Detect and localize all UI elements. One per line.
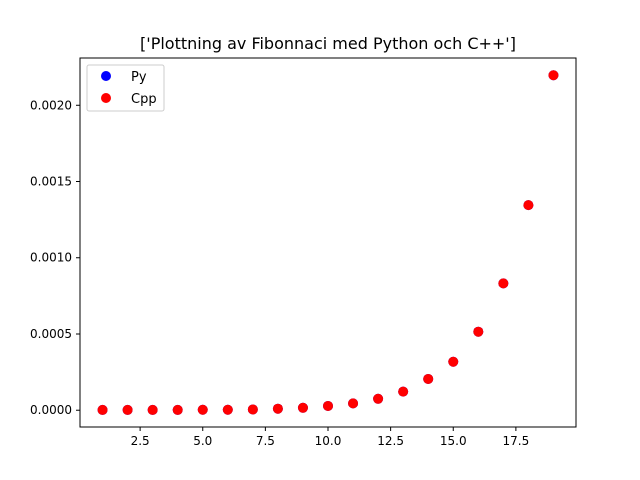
- point-cpp: [122, 404, 133, 415]
- point-cpp: [323, 400, 333, 411]
- legend-marker-py: [101, 71, 111, 81]
- point-cpp: [147, 404, 158, 415]
- point-cpp: [272, 403, 283, 414]
- legend: Py Cpp: [86, 64, 165, 112]
- x-tick-label: 15.0: [440, 434, 467, 448]
- data-points: [97, 70, 559, 415]
- point-cpp: [97, 404, 108, 415]
- x-tick-label: 17.5: [503, 434, 530, 448]
- point-cpp: [172, 404, 183, 415]
- point-cpp: [523, 200, 534, 211]
- point-cpp: [398, 386, 409, 397]
- x-tick-label: 7.5: [256, 434, 275, 448]
- x-tick-label: 12.5: [377, 434, 404, 448]
- y-tick-label: 0.0015: [30, 175, 72, 189]
- point-cpp: [473, 326, 484, 337]
- point-cpp: [448, 356, 459, 367]
- chart-title: ['Plottning av Fibonnaci med Python och …: [140, 34, 516, 53]
- x-tick-label: 10.0: [315, 434, 342, 448]
- axes: 2.5 5.0 7.5 10.0 12.5 15.0 17.5 0.0000 0.0005 0.0…: [30, 98, 529, 448]
- x-tick-label: 2.5: [131, 434, 150, 448]
- point-cpp: [423, 373, 434, 384]
- point-cpp: [548, 70, 559, 81]
- x-tick-label: 5.0: [193, 434, 212, 448]
- point-cpp: [222, 404, 233, 415]
- y-tick-label: 0.0020: [30, 98, 72, 112]
- point-cpp: [197, 404, 208, 415]
- legend-marker-cpp: [101, 93, 111, 103]
- legend-label-cpp: Cpp: [131, 92, 157, 107]
- point-cpp: [373, 393, 384, 404]
- point-cpp: [297, 402, 308, 413]
- y-tick-label: 0.0000: [30, 403, 72, 417]
- point-cpp: [348, 398, 359, 409]
- plot-frame: [79, 57, 577, 428]
- legend-label-py: Py: [131, 70, 147, 85]
- y-tick-label: 0.0010: [30, 251, 72, 265]
- point-cpp: [247, 404, 258, 415]
- y-tick-label: 0.0005: [30, 327, 72, 341]
- point-cpp: [498, 278, 509, 289]
